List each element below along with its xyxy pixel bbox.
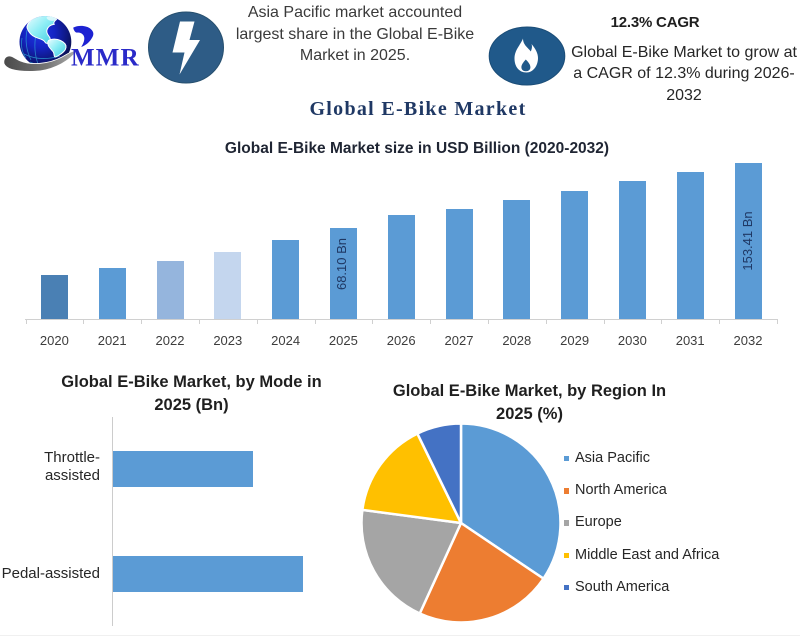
svg-text:MMR: MMR: [71, 45, 140, 72]
